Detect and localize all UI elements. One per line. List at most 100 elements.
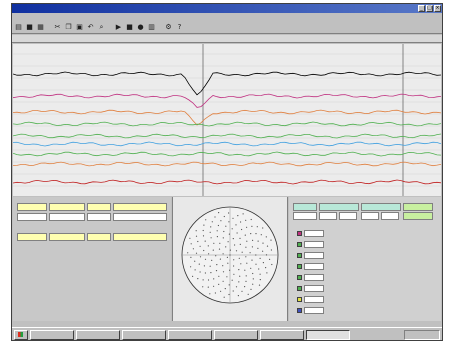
polar-point	[190, 266, 192, 268]
polar-point	[220, 290, 222, 292]
trace-line-orange	[13, 109, 441, 126]
polar-point	[218, 275, 220, 277]
taskbar-window-button[interactable]	[30, 329, 74, 340]
legend-entry[interactable]	[297, 262, 324, 270]
polar-point	[266, 245, 269, 247]
polar-point	[211, 259, 213, 261]
polar-point	[250, 233, 252, 235]
help-button[interactable]: ?	[175, 23, 184, 32]
close-button[interactable]: ×	[434, 5, 441, 12]
record-button[interactable]: ●	[136, 23, 145, 32]
stop-button[interactable]: ■	[125, 23, 134, 32]
polar-point	[190, 243, 192, 245]
polar-point	[202, 229, 204, 232]
trace-line-red	[13, 179, 441, 185]
taskbar-window-button[interactable]	[168, 329, 212, 340]
polar-point	[216, 230, 218, 232]
legend-entry[interactable]	[297, 306, 324, 314]
print-button[interactable]: ▦	[36, 23, 45, 32]
polar-point	[210, 226, 212, 228]
polar-point	[232, 217, 234, 219]
polar-point	[202, 286, 204, 288]
taskbar-window-button[interactable]	[122, 329, 166, 340]
legend-entry[interactable]	[297, 284, 324, 292]
stop-icon: ■	[126, 23, 133, 31]
polar-point	[228, 233, 230, 235]
polar-point	[214, 292, 216, 294]
legend-entry[interactable]	[297, 229, 324, 237]
polar-point	[223, 296, 225, 298]
print-icon: ▦	[37, 23, 44, 31]
measurement-cell	[87, 213, 111, 221]
polar-point	[262, 242, 264, 244]
legend-entry[interactable]	[297, 273, 324, 281]
polar-point	[190, 256, 192, 258]
open-button[interactable]: ▤	[14, 23, 23, 32]
legend-entry[interactable]	[297, 240, 324, 248]
paste-button[interactable]: ▣	[75, 23, 84, 32]
trace-line-dark	[13, 71, 441, 96]
start-button[interactable]	[14, 329, 28, 340]
polar-point	[199, 256, 202, 258]
title-bar: _ □ ×	[12, 4, 442, 13]
polar-point	[205, 219, 207, 221]
polar-point	[233, 259, 235, 261]
taskbar-window-button[interactable]	[260, 329, 304, 340]
measurement-cell	[17, 233, 47, 241]
open-icon: ▤	[15, 23, 22, 31]
paste-icon: ▣	[76, 23, 83, 31]
measurement-cell	[49, 213, 85, 221]
polar-point	[208, 253, 210, 255]
trace-plot[interactable]	[13, 44, 441, 196]
minimize-button[interactable]: _	[418, 5, 425, 12]
polar-point	[222, 237, 224, 239]
undo-button[interactable]: ↶	[86, 23, 95, 32]
toolbar-separator	[158, 23, 162, 32]
copy-icon: ❐	[65, 23, 72, 31]
polar-point	[260, 234, 262, 236]
polar-point	[262, 227, 264, 229]
polar-point	[218, 248, 221, 250]
polar-point	[233, 273, 235, 275]
taskbar-window-button[interactable]	[306, 329, 350, 340]
polar-point	[203, 265, 205, 267]
play-button[interactable]: ▶	[114, 23, 123, 32]
polar-point	[257, 247, 259, 249]
menu-bar	[12, 13, 442, 21]
polar-point	[232, 238, 234, 240]
polar-point	[269, 258, 271, 260]
polar-point	[246, 262, 248, 264]
legend-value-box	[304, 306, 324, 314]
polar-point	[255, 233, 257, 235]
legend-entry[interactable]	[297, 295, 324, 303]
polar-point	[251, 259, 253, 261]
polar-point	[195, 252, 198, 254]
polar-point	[231, 228, 233, 230]
trace-plot-area[interactable]	[13, 44, 441, 196]
save-button[interactable]: ■	[25, 23, 34, 32]
zoom-button[interactable]: ⌕	[97, 23, 106, 32]
polar-point	[194, 260, 196, 262]
trace-line-green	[13, 151, 441, 157]
polar-point	[252, 283, 254, 285]
chart-button[interactable]: ▥	[147, 23, 156, 32]
polar-point	[225, 246, 227, 248]
cut-button[interactable]: ✂	[53, 23, 62, 32]
taskbar-window-button[interactable]	[214, 329, 258, 340]
polar-point	[241, 228, 243, 231]
legend-entry[interactable]	[297, 251, 324, 259]
polar-point	[240, 263, 242, 265]
polar-point	[215, 255, 217, 257]
window-controls: _ □ ×	[418, 5, 441, 12]
copy-button[interactable]: ❐	[64, 23, 73, 32]
result-cell	[361, 212, 379, 220]
settings-button[interactable]: ⚙	[164, 23, 173, 32]
polar-point	[244, 234, 246, 236]
polar-point	[252, 239, 254, 241]
cut-icon: ✂	[54, 23, 61, 31]
maximize-button[interactable]: □	[426, 5, 433, 12]
polar-point	[199, 245, 201, 247]
polar-point	[227, 241, 229, 243]
taskbar-window-button[interactable]	[76, 329, 120, 340]
trace-line-green	[13, 121, 441, 127]
